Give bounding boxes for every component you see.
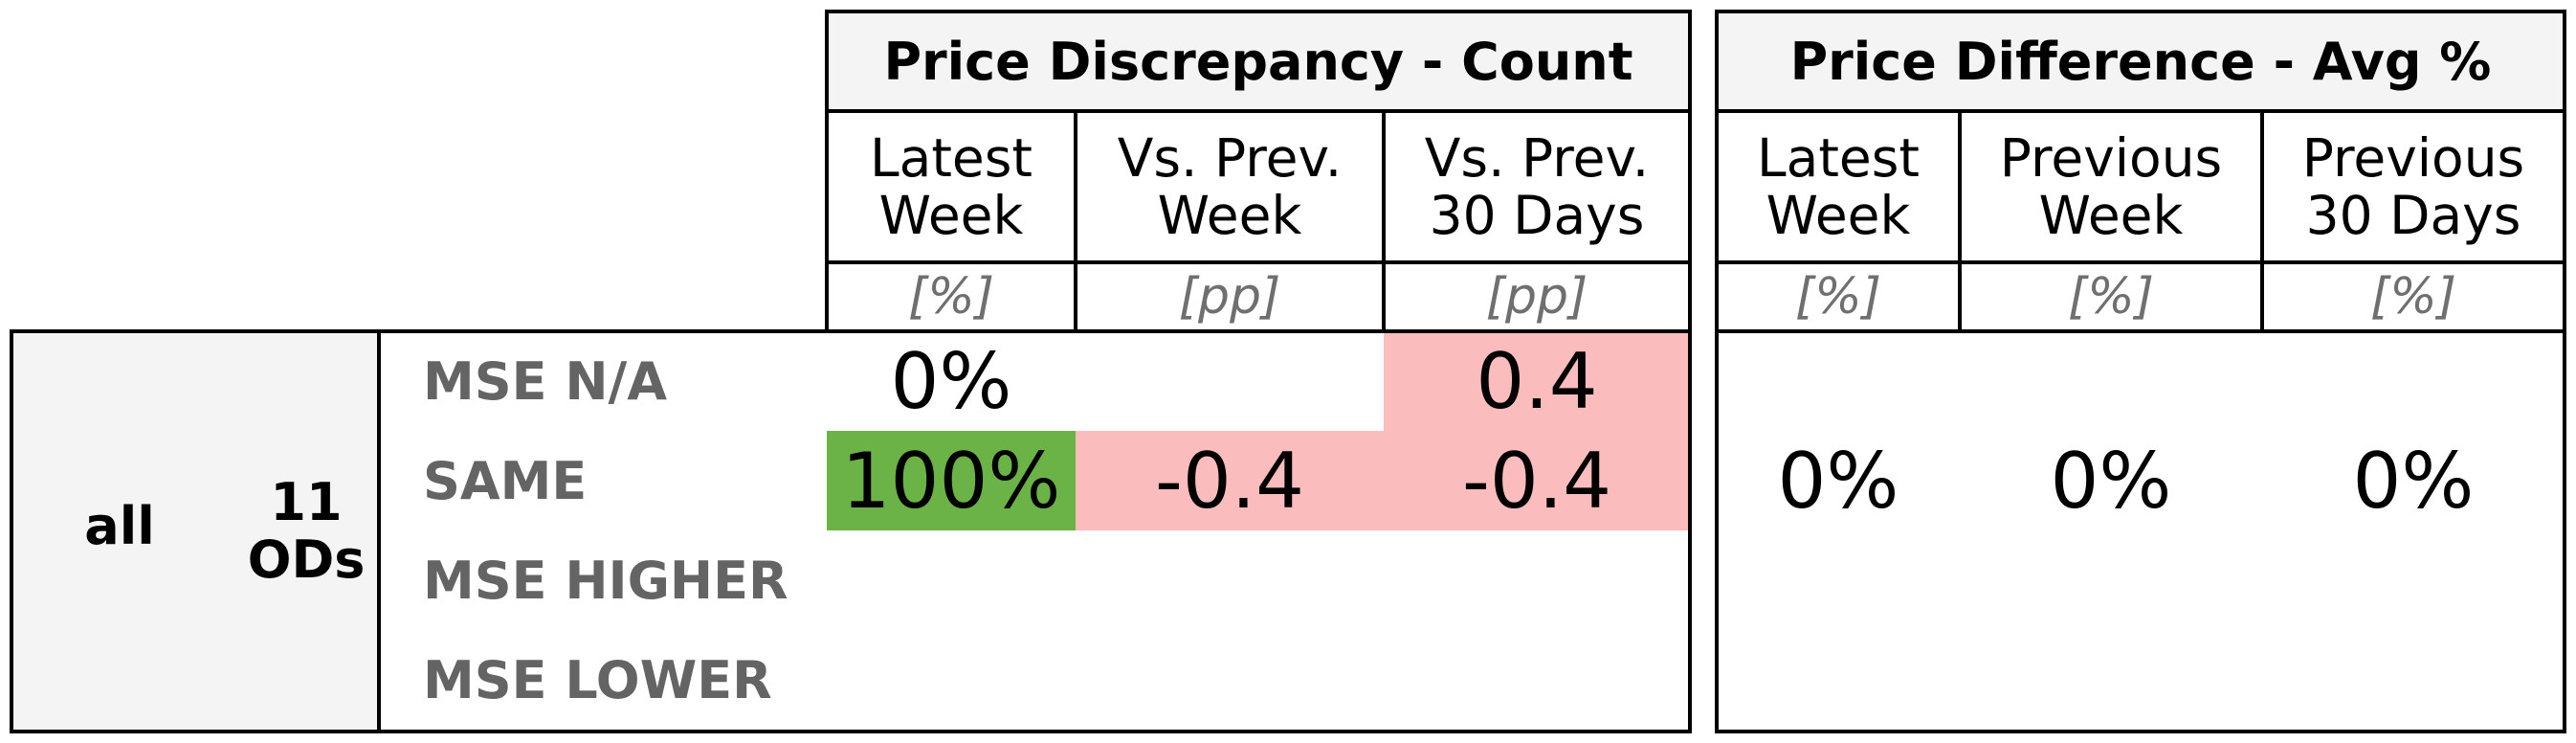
unit-vs-prev-week: [pp] xyxy=(1074,260,1386,333)
row-label-mse-na: MSE N/A xyxy=(423,350,668,412)
cell-same-vs-week: -0.4 xyxy=(1076,431,1384,530)
cell-msena-latest: 0% xyxy=(890,336,1012,426)
unit-previous-30-days: [%] xyxy=(2260,260,2566,333)
col-header-previous-30-days: Previous 30 Days xyxy=(2260,109,2566,264)
group-title-count: Price Discrepancy - Count xyxy=(825,10,1692,113)
row-label-same: SAME xyxy=(423,450,588,511)
unit-latest-week: [%] xyxy=(825,260,1077,333)
avg-body-frame xyxy=(1715,329,2566,733)
unit-latest-week-avg: [%] xyxy=(1715,260,1962,333)
col-header-latest-week: Latest Week xyxy=(825,109,1077,264)
col-header-vs-prev-30-days: Vs. Prev. 30 Days xyxy=(1382,109,1692,264)
count-body-frame xyxy=(377,329,1692,733)
cell-same-latest: 100% xyxy=(827,431,1076,530)
row-label-mse-lower: MSE LOWER xyxy=(423,649,772,710)
col-header-vs-prev-week: Vs. Prev. Week xyxy=(1074,109,1386,264)
col-header-previous-week: Previous Week xyxy=(1958,109,2264,264)
col-header-latest-week-avg: Latest Week xyxy=(1715,109,1962,264)
avg-previous-week: 0% xyxy=(2050,436,2172,526)
group-title-avg: Price Difference - Avg % xyxy=(1715,10,2566,113)
unit-previous-week: [%] xyxy=(1958,260,2264,333)
avg-latest-week: 0% xyxy=(1777,436,1899,526)
unit-vs-prev-30-days: [pp] xyxy=(1382,260,1692,333)
segment-count: 11 ODs xyxy=(247,471,366,590)
segment-name: all xyxy=(84,495,155,556)
avg-previous-30-days: 0% xyxy=(2352,436,2475,526)
cell-same-vs-30d: -0.4 xyxy=(1384,431,1690,530)
cell-msena-vs-30d: 0.4 xyxy=(1384,331,1690,431)
row-label-mse-higher: MSE HIGHER xyxy=(423,550,788,611)
